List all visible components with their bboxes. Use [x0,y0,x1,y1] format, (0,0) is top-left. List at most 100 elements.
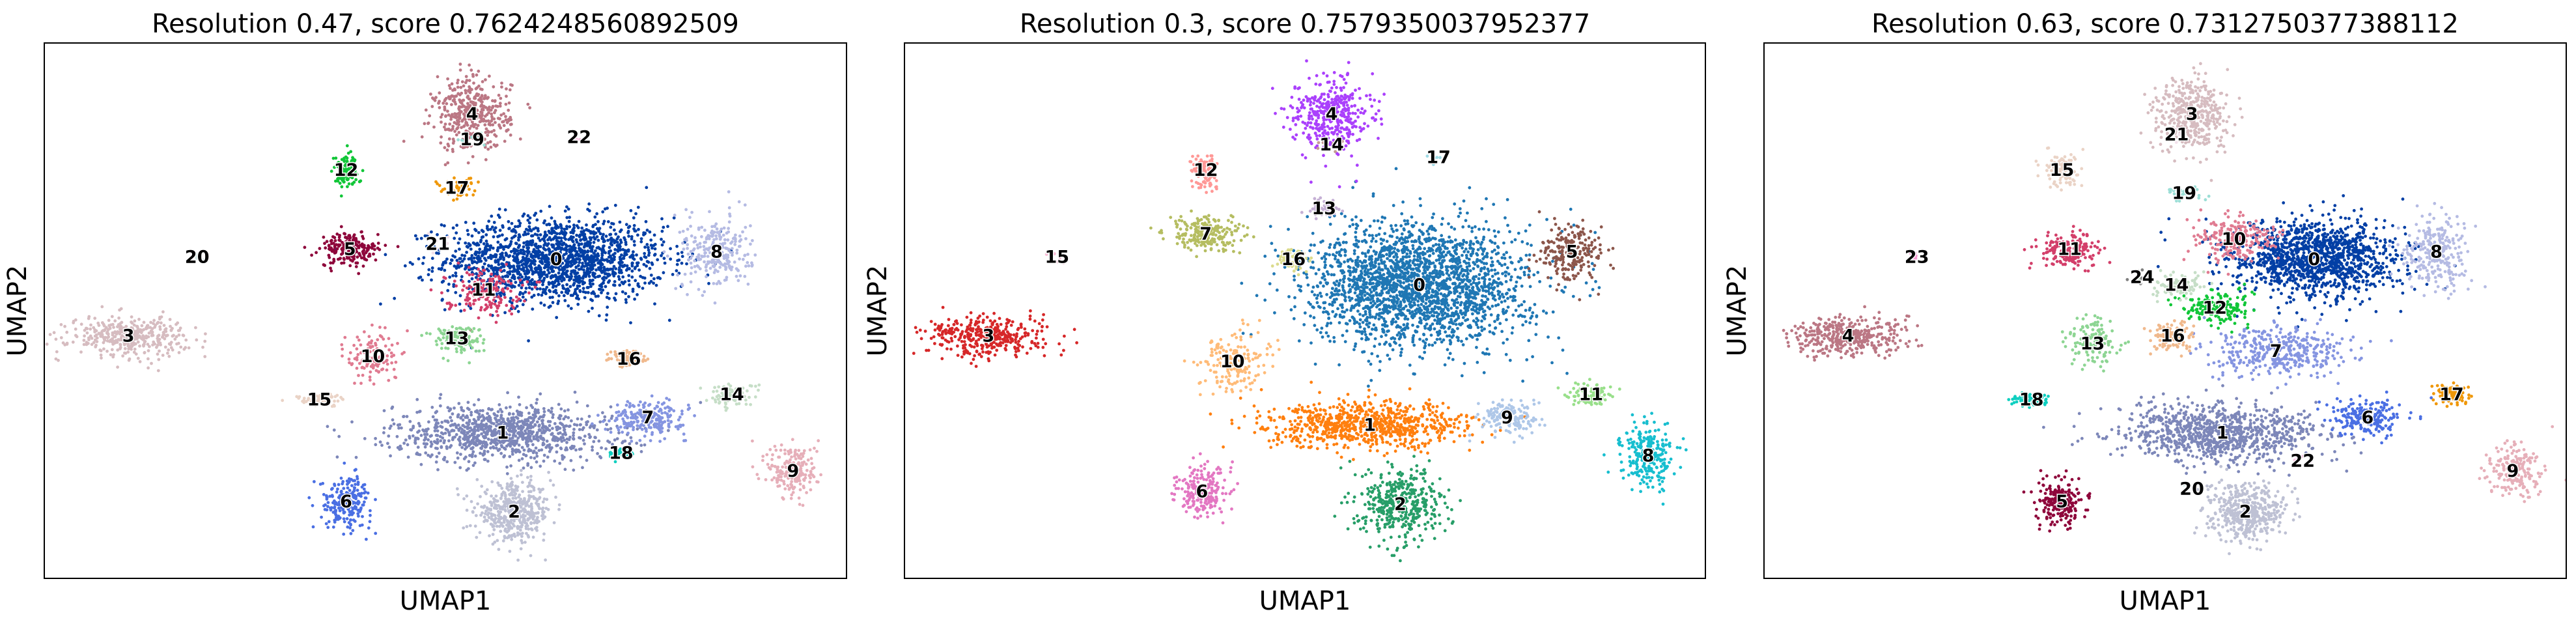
scatter-point [447,433,451,437]
scatter-point [391,418,395,422]
scatter-point [502,124,506,128]
scatter-point [531,272,535,276]
scatter-point [141,343,145,347]
scatter-point [510,229,514,233]
scatter-point [484,233,488,236]
scatter-point [158,349,161,353]
scatter-point [560,243,564,246]
scatter-point [526,475,529,479]
scatter-point [518,403,522,406]
scatter-point [667,398,671,402]
scatter-point [604,427,608,431]
scatter-point [379,302,382,306]
scatter-point [595,268,598,272]
scatter-point [408,419,412,423]
scatter-point [427,273,430,277]
scatter-point [567,289,570,292]
scatter-point [110,348,114,352]
scatter-point [458,237,462,241]
scatter-point [540,262,544,265]
scatter-point [484,422,488,426]
scatter-point [654,425,658,429]
scatter-point [536,267,540,271]
scatter-point [508,433,511,437]
scatter-point [580,254,583,258]
scatter-point [657,410,661,413]
scatter-point [765,453,769,457]
scatter-point [373,247,376,251]
scatter-point [499,113,503,117]
scatter-point [524,541,527,544]
scatter-point [580,417,583,421]
scatter-point [547,470,550,474]
scatter-point [460,253,464,257]
scatter-point [567,255,571,259]
scatter-point [619,263,623,267]
scatter-point [441,432,445,436]
scatter-point [594,294,598,298]
scatter-point [505,274,509,277]
scatter-point [649,439,652,442]
scatter-point [562,277,566,281]
scatter-point [789,496,793,500]
scatter-point [533,259,537,263]
scatter-point [632,420,636,424]
scatter-point [707,234,710,238]
scatter-point [574,238,578,242]
scatter-point [530,243,533,247]
scatter-point [660,238,663,241]
scatter-point [94,333,98,337]
scatter-point [497,517,501,520]
scatter-point [498,102,502,106]
scatter-point [705,275,708,279]
scatter-point [537,256,540,260]
scatter-point [112,353,115,356]
scatter-point [549,410,553,414]
scatter-point [486,269,490,273]
scatter-point [156,320,160,324]
scatter-point [669,414,673,417]
scatter-point [565,441,568,444]
scatter-point [152,340,156,344]
scatter-point [605,272,608,276]
scatter-point [346,481,350,485]
scatter-point [337,483,341,487]
scatter-point [506,391,509,395]
scatter-point [417,410,421,414]
scatter-point [507,101,511,105]
scatter-point [546,455,550,459]
scatter-point [477,398,481,402]
scatter-point [453,406,456,410]
scatter-point [689,225,692,228]
scatter-point [536,511,540,515]
scatter-point [499,246,503,249]
scatter-point [761,459,764,462]
scatter-point [624,249,628,253]
scatter-point [430,270,434,273]
scatter-point [90,343,94,346]
scatter-point [514,249,518,253]
scatter-point [121,354,125,358]
scatter-point [572,243,576,247]
scatter-point [128,330,132,334]
scatter-point [505,87,508,91]
scatter-point [359,506,363,510]
scatter-point [555,251,559,255]
scatter-point [474,102,477,105]
scatter-point [460,406,463,410]
scatter-point [503,536,507,540]
scatter-point [524,259,527,262]
scatter-point [329,239,333,243]
scatter-point [516,266,520,270]
scatter-point [703,260,706,264]
scatter-point [585,404,589,408]
scatter-point [634,417,637,420]
scatter-point [543,231,547,234]
scatter-point [548,253,552,256]
scatter-point [345,517,349,520]
scatter-point [587,432,591,436]
scatter-point [529,264,533,268]
scatter-point [466,431,469,434]
scatter-point [425,429,428,433]
scatter-point [468,429,471,433]
